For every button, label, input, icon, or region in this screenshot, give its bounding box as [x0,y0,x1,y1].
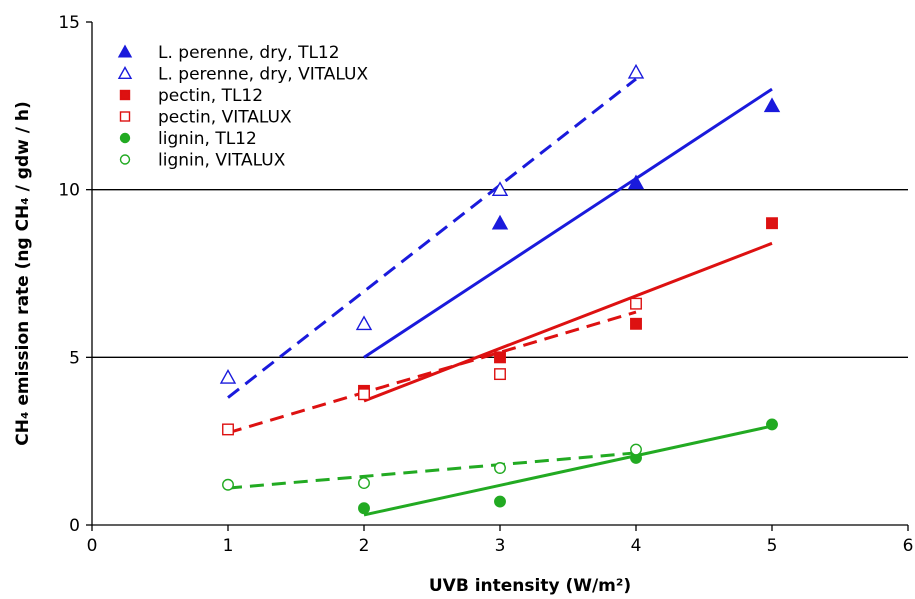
axes: 0 5 10 15 0 1 2 3 4 5 6 [58,13,913,556]
x-tick-label: 5 [767,536,778,556]
legend-label-2: pectin, TL12 [158,86,263,106]
point-series-4 [358,502,370,515]
point-series-0 [627,174,645,190]
x-tick-label: 0 [87,536,98,556]
point-series-3 [222,423,234,436]
y-tick-label: 0 [69,516,80,536]
x-axis-title: UVB intensity (W/m²) [429,576,631,596]
trendline-series-0 [363,87,773,359]
trendline-series-3 [227,310,637,435]
legend-marker-5 [119,154,131,165]
x-tick-label: 1 [223,536,234,556]
point-series-2 [766,217,778,230]
point-series-1 [491,181,509,196]
y-tick-label: 15 [58,13,80,33]
legend-label-5: lignin, VITALUX [158,151,286,171]
x-tick-label: 3 [495,536,506,556]
point-series-3 [358,388,370,401]
point-series-2 [630,317,642,330]
legend-marker-3 [119,111,131,122]
legend-marker-0 [117,44,133,58]
legend-label-3: pectin, VITALUX [158,108,292,128]
legend-marker-4 [119,132,131,144]
point-series-1 [627,63,645,79]
trendline-series-1 [227,77,637,399]
x-tick-label: 6 [903,536,914,556]
legend-marker-1 [117,66,133,80]
point-series-4 [766,418,778,431]
point-series-0 [491,214,509,230]
x-tick-label: 2 [359,536,370,556]
point-series-4 [494,495,506,508]
trendline-series-2 [363,241,773,403]
trendline-series-4 [363,424,773,517]
point-series-5 [630,443,642,456]
point-series-3 [630,297,642,310]
point-series-0 [763,97,781,113]
legend-label-0: L. perenne, dry, TL12 [158,43,340,63]
y-axis-title: CH₄ emission rate (ng CH₄ / gdw / h) [13,101,33,445]
legend-marker-2 [119,89,131,101]
trendlines [227,77,773,517]
trendline-series-5 [227,451,637,490]
point-series-5 [358,477,370,490]
legend-label-1: L. perenne, dry, VITALUX [158,65,368,85]
x-tick-label: 4 [631,536,642,556]
point-series-1 [219,369,237,384]
point-series-2 [494,351,506,364]
data-points [219,63,781,515]
y-tick-label: 10 [58,181,80,201]
legend-label-4: lignin, TL12 [158,129,257,149]
y-tick-label: 5 [69,348,80,368]
point-series-5 [222,478,234,491]
point-series-1 [355,315,373,331]
point-series-3 [494,368,506,381]
point-series-5 [494,462,506,474]
